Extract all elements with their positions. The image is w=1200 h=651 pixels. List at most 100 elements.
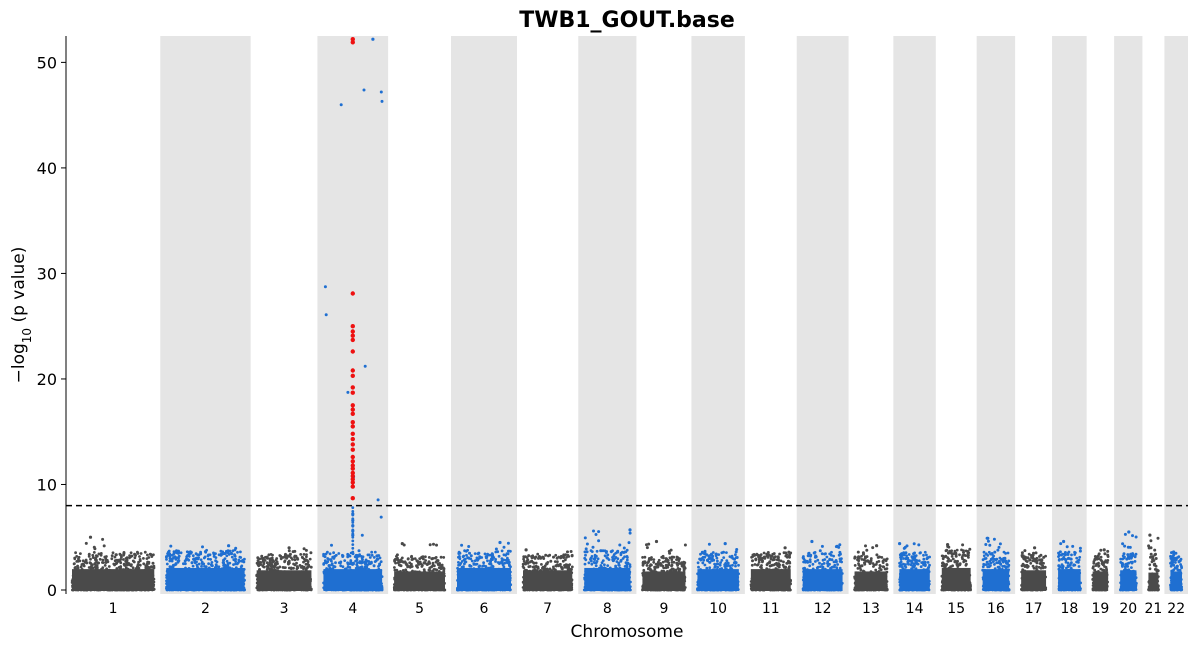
- significant-snp-point: [350, 420, 355, 425]
- snp-point: [170, 553, 174, 557]
- snp-peak-point: [227, 544, 231, 548]
- snp-point: [196, 553, 200, 557]
- snp-mass: [394, 571, 445, 591]
- snp-point: [583, 562, 587, 566]
- snp-mass: [642, 571, 686, 591]
- snp-point: [475, 556, 479, 560]
- snp-point: [660, 555, 664, 559]
- snp-point: [232, 558, 236, 562]
- significant-snp-point: [350, 333, 355, 338]
- snp-point: [136, 563, 140, 566]
- snp-point: [540, 563, 543, 566]
- snp-point: [413, 557, 417, 560]
- snp-point: [217, 553, 221, 557]
- snp-point: [502, 545, 506, 549]
- snp-point: [97, 561, 100, 565]
- snp-point: [293, 549, 297, 553]
- snp-point: [365, 566, 369, 569]
- snp-point: [210, 561, 214, 564]
- snp-point: [591, 545, 595, 549]
- snp-point: [113, 555, 117, 559]
- snp-point: [530, 556, 534, 560]
- snp-point: [467, 556, 471, 560]
- snp-point: [173, 563, 177, 567]
- snp-point: [222, 559, 225, 562]
- snp-point: [362, 88, 366, 92]
- snp-point: [627, 541, 631, 545]
- snp-point: [199, 550, 203, 554]
- snp-point: [351, 510, 355, 513]
- snp-point: [603, 563, 606, 567]
- snp-point: [186, 554, 189, 558]
- snp-point: [473, 559, 477, 563]
- snp-point: [659, 564, 662, 567]
- snp-point: [435, 543, 438, 547]
- snp-point: [302, 547, 306, 551]
- snp-point: [330, 543, 333, 547]
- snp-point: [422, 557, 425, 561]
- snp-point: [114, 553, 118, 557]
- snp-point: [287, 560, 290, 564]
- snp-point: [302, 553, 306, 556]
- snp-point: [415, 564, 419, 568]
- snp-point: [494, 550, 498, 554]
- snp-point: [147, 562, 151, 565]
- snp-point: [179, 551, 183, 555]
- snp-point: [377, 554, 381, 557]
- significant-snp-point: [350, 473, 355, 479]
- snp-points: [70, 37, 1184, 592]
- snp-point: [395, 553, 399, 557]
- snp-point: [432, 542, 435, 546]
- snp-point: [305, 555, 308, 559]
- snp-point: [585, 542, 589, 546]
- snp-point: [427, 556, 431, 559]
- snp-point: [622, 546, 626, 550]
- snp-point: [214, 552, 217, 555]
- snp-point: [465, 553, 468, 557]
- snp-point: [584, 547, 588, 551]
- snp-point: [232, 563, 235, 566]
- snp-peak-point: [524, 548, 528, 552]
- snp-point: [230, 552, 234, 556]
- snp-point: [91, 553, 95, 557]
- snp-point: [433, 564, 436, 568]
- snp-point: [223, 563, 227, 567]
- snp-point: [424, 555, 427, 559]
- snp-point: [176, 552, 180, 555]
- snp-point: [544, 553, 548, 557]
- snp-point: [184, 562, 187, 566]
- snp-point: [363, 560, 366, 564]
- snp-point: [351, 539, 355, 543]
- series-chr-2: [165, 544, 247, 592]
- snp-point: [115, 561, 119, 565]
- snp-mass: [523, 570, 573, 591]
- snp-point: [356, 561, 359, 564]
- snp-point: [269, 553, 273, 556]
- snp-point: [351, 513, 355, 517]
- snp-point: [136, 551, 140, 555]
- snp-point: [590, 562, 594, 566]
- snp-point: [527, 554, 531, 558]
- snp-point: [410, 565, 414, 568]
- snp-point: [177, 554, 181, 558]
- snp-point: [473, 552, 477, 555]
- snp-point: [370, 550, 374, 554]
- snp-peak-point: [628, 528, 632, 532]
- snp-point: [110, 554, 114, 558]
- snp-point: [74, 566, 77, 569]
- snp-point: [129, 564, 133, 568]
- snp-point: [379, 515, 383, 519]
- snp-point: [650, 563, 653, 567]
- snp-point: [91, 566, 95, 570]
- snp-point: [351, 517, 355, 521]
- snp-point: [190, 561, 194, 564]
- snp-point: [619, 551, 623, 555]
- snp-point: [191, 564, 195, 568]
- snp-point: [207, 562, 211, 566]
- snp-point: [625, 555, 629, 558]
- snp-point: [169, 544, 173, 548]
- snp-point: [521, 565, 525, 568]
- snp-point: [331, 555, 335, 559]
- snp-point: [617, 563, 621, 567]
